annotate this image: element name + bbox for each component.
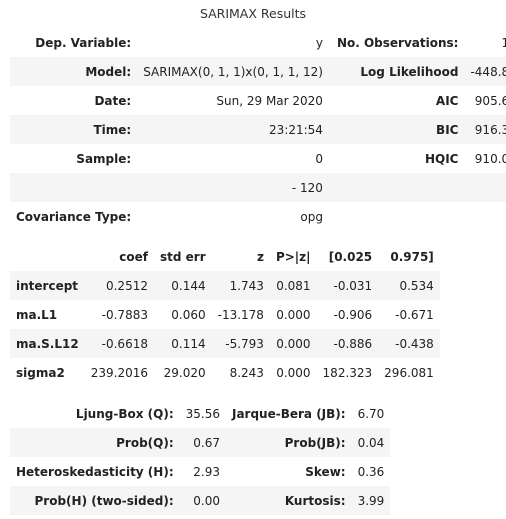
summary-value [464, 173, 506, 202]
coef-cell: -0.438 [378, 329, 440, 358]
summary-value: 0 [315, 151, 323, 166]
coef-cell: 0.534 [378, 271, 440, 300]
summary-value: SARIMAX(0, 1, 1)x(0, 1, 1, 12) [137, 57, 331, 86]
diag-label: Kurtosis: [225, 486, 352, 515]
coef-cell: -0.886 [316, 329, 379, 358]
diag-row: Prob(Q): 0.67 Prob(JB): 0.04 [10, 428, 391, 457]
coef-param-name: intercept [10, 271, 85, 300]
summary-value: 916.373 [464, 115, 506, 144]
diag-label: Prob(JB): [225, 428, 352, 457]
summary-label: Model: [10, 57, 138, 86]
coef-cell: 0.000 [269, 329, 317, 358]
coef-cell: 0.000 [276, 307, 311, 322]
coef-param-name: ma.S.L12 [10, 329, 85, 358]
summary-label: Sample: [76, 151, 132, 166]
coef-cell: -0.7883 [101, 307, 148, 322]
summary-row: Dep. Variable: y No. Observations: 120 [10, 28, 506, 57]
coef-header: 0.975] [390, 249, 434, 264]
diag-row: Heteroskedasticity (H): 2.93 Skew: 0.36 [10, 457, 390, 486]
coef-header-row: coef std err z P>|z| [0.025 0.975] [10, 242, 440, 271]
coef-param-name: sigma2 [16, 365, 65, 380]
summary-row: - 120 [10, 173, 506, 202]
coef-cell: 0.060 [171, 307, 206, 322]
coef-header: coef [119, 249, 148, 264]
coef-cell: 0.081 [269, 271, 317, 300]
diag-row: Prob(H) (two-sided): 0.00 Kurtosis: 3.99 [10, 486, 391, 515]
summary-value: Sun, 29 Mar 2020 [216, 93, 323, 108]
coef-cell: 0.144 [153, 271, 212, 300]
coef-cell: 29.020 [163, 365, 206, 380]
summary-row: Date: Sun, 29 Mar 2020 AIC 905.682 [10, 86, 506, 115]
summary-value: 905.682 [474, 93, 506, 108]
coef-cell: -13.178 [217, 307, 264, 322]
coef-cell: 296.081 [384, 365, 434, 380]
diag-value: 0.04 [351, 428, 391, 457]
coef-cell: 1.743 [211, 271, 270, 300]
coef-header: P>|z| [275, 249, 311, 264]
summary-label: Date: [94, 93, 132, 108]
diag-label: Ljung-Box (Q): [75, 406, 174, 421]
summary-label: Log Likelihood [330, 57, 465, 86]
summary-label: No. Observations: [336, 35, 459, 50]
coef-param-name: ma.L1 [16, 307, 58, 322]
summary-label [330, 173, 465, 202]
summary-value [464, 202, 506, 231]
summary-label [10, 173, 138, 202]
coefficients-table: coef std err z P>|z| [0.025 0.975] inter… [10, 242, 440, 387]
summary-label: AIC [435, 93, 459, 108]
summary-value: 910.016 [474, 151, 506, 166]
coef-row: ma.S.L12 -0.6618 0.114 -5.793 0.000 -0.8… [10, 329, 440, 358]
coef-header: std err [159, 249, 206, 264]
summary-value: opg [300, 209, 323, 224]
summary-row: Sample: 0 HQIC 910.016 [10, 144, 506, 173]
coef-cell: 0.2512 [84, 271, 154, 300]
diag-value: 35.56 [185, 406, 220, 421]
diag-value: 2.93 [193, 464, 220, 479]
coef-cell: -0.906 [333, 307, 373, 322]
coef-cell: -0.6618 [84, 329, 154, 358]
coef-row: sigma2 239.2016 29.020 8.243 0.000 182.3… [10, 358, 440, 387]
coef-header [10, 242, 85, 271]
coef-cell: 8.243 [229, 365, 264, 380]
summary-table: Dep. Variable: y No. Observations: 120 M… [10, 28, 506, 231]
results-caption: SARIMAX Results [199, 6, 307, 21]
diag-value: 0.00 [179, 486, 226, 515]
diag-row: Ljung-Box (Q): 35.56 Jarque-Bera (JB): 6… [10, 399, 390, 428]
summary-value: y [315, 35, 323, 50]
summary-label: HQIC [424, 151, 459, 166]
summary-label: BIC [330, 115, 465, 144]
diag-label: Heteroskedasticity (H): [16, 464, 174, 479]
summary-value: 120 [501, 35, 506, 50]
coef-cell: 239.2016 [90, 365, 148, 380]
coef-cell: 182.323 [322, 365, 373, 380]
coef-cell: 0.114 [153, 329, 212, 358]
summary-row: Model: SARIMAX(0, 1, 1)x(0, 1, 1, 12) Lo… [10, 57, 506, 86]
coef-cell: -5.793 [211, 329, 270, 358]
summary-value: 23:21:54 [137, 115, 331, 144]
summary-label: Dep. Variable: [35, 35, 132, 50]
diag-value: 0.36 [357, 464, 385, 479]
coef-row: intercept 0.2512 0.144 1.743 0.081 -0.03… [10, 271, 440, 300]
coef-cell: 0.000 [276, 365, 311, 380]
summary-value: - 120 [137, 173, 331, 202]
diag-value: 0.67 [179, 428, 226, 457]
diag-label: Prob(Q): [10, 428, 180, 457]
coef-header: z [256, 249, 264, 264]
diag-value: 6.70 [357, 406, 385, 421]
diagnostics-table: Ljung-Box (Q): 35.56 Jarque-Bera (JB): 6… [10, 399, 391, 515]
summary-row: Covariance Type: opg [10, 202, 506, 231]
coef-cell: -0.031 [316, 271, 379, 300]
coef-row: ma.L1 -0.7883 0.060 -13.178 0.000 -0.906… [10, 300, 440, 329]
summary-label [331, 202, 465, 231]
summary-row: Time: 23:21:54 BIC 916.373 [10, 115, 506, 144]
coef-header: [0.025 [328, 249, 373, 264]
diag-label: Jarque-Bera (JB): [231, 406, 346, 421]
summary-label: Time: [10, 115, 138, 144]
diag-label: Skew: [305, 464, 346, 479]
coef-cell: -0.671 [395, 307, 434, 322]
diag-label: Prob(H) (two-sided): [10, 486, 180, 515]
diag-value: 3.99 [351, 486, 391, 515]
summary-label: Covariance Type: [16, 209, 132, 224]
summary-value: -448.841 [464, 57, 506, 86]
